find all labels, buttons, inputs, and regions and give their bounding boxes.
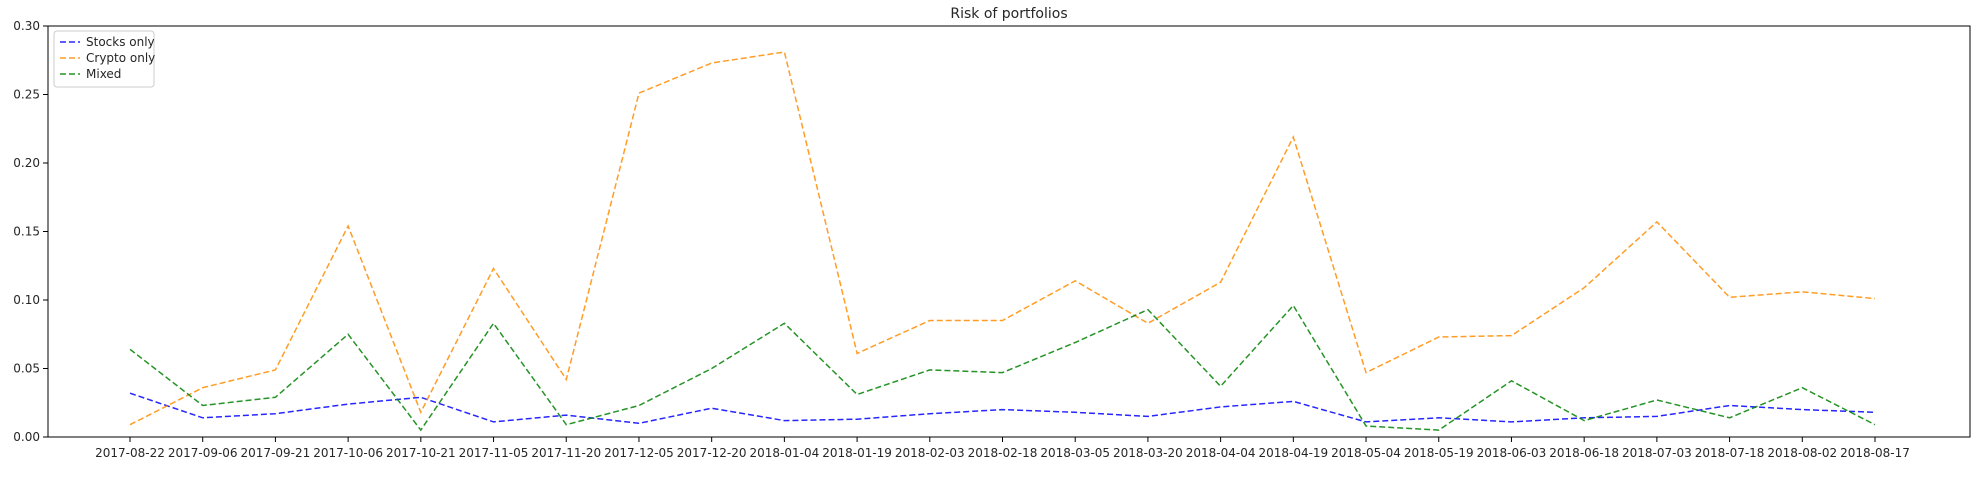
x-tick-label: 2018-02-18 [968,446,1038,460]
series-layer [129,51,1876,432]
legend-box [53,30,155,88]
series-line-crypto-only [129,51,1876,426]
chart-title: Risk of portfolios [950,6,1067,22]
x-tick-label: 2018-03-05 [1040,446,1110,460]
x-tick-label: 2017-11-20 [531,446,601,460]
x-tick-label: 2018-04-19 [1258,446,1328,460]
x-tick-label: 2017-09-06 [168,446,238,460]
y-tick-label: 0.20 [13,156,40,170]
x-axis: 2017-08-22 2017-09-06 2017-09-21 2017-10-06… [95,437,1910,460]
x-tick-label: 2018-04-04 [1186,446,1256,460]
y-tick-label: 0.05 [13,362,40,376]
x-tick-label: 2018-08-02 [1767,446,1837,460]
x-tick-label: 2018-01-04 [750,446,820,460]
legend: Stocks only Crypto only Mixed [53,30,155,88]
x-tick-label: 2018-05-04 [1331,446,1401,460]
y-tick-label: 0.25 [13,88,40,102]
x-tick-label: 2018-07-03 [1622,446,1692,460]
x-tick-label: 2017-12-05 [604,446,674,460]
y-tick-label: 0.15 [13,225,40,239]
x-tick-label: 2018-02-03 [895,446,965,460]
x-tick-label: 2018-07-18 [1695,446,1765,460]
x-tick-label: 2018-08-17 [1840,446,1910,460]
x-tick-label: 2018-06-03 [1477,446,1547,460]
y-tick-label: 0.10 [13,293,40,307]
x-tick-label: 2018-03-20 [1113,446,1183,460]
x-tick-label: 2018-01-19 [822,446,892,460]
x-tick-label: 2018-06-18 [1549,446,1619,460]
x-tick-label: 2017-12-20 [677,446,747,460]
legend-label-mixed: Mixed [86,67,121,81]
x-tick-label: 2018-05-19 [1404,446,1474,460]
legend-label-stocks-only: Stocks only [86,35,155,49]
x-tick-label: 2017-09-21 [241,446,311,460]
legend-label-crypto-only: Crypto only [86,51,155,65]
y-tick-label: 0.30 [13,19,40,33]
x-tick-label: 2017-11-05 [459,446,529,460]
series-line-mixed [129,304,1876,432]
series-line-stocks-only [129,392,1876,425]
x-tick-label: 2017-08-22 [95,446,165,460]
y-axis: 0.00 0.05 0.10 0.15 0.20 0.25 0.30 [13,19,48,444]
x-tick-label: 2017-10-21 [386,446,456,460]
x-tick-label: 2017-10-06 [313,446,383,460]
y-tick-label: 0.00 [13,430,40,444]
